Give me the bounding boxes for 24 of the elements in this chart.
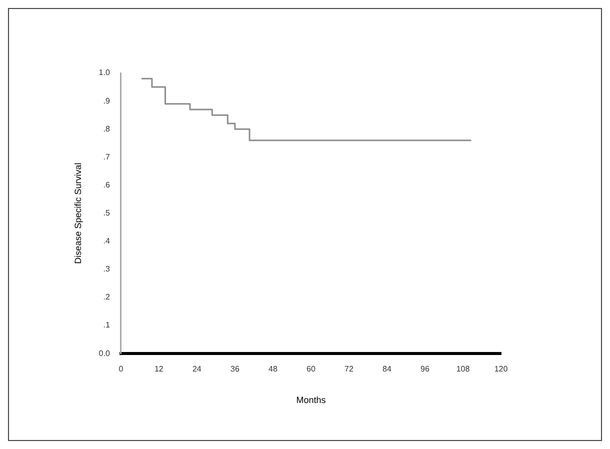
- x-axis-title: Months: [296, 395, 326, 406]
- x-tick-label: 12: [154, 364, 164, 374]
- y-tick-label: .2: [103, 292, 110, 302]
- x-tick-label: 0: [118, 364, 124, 374]
- y-tick-label: .5: [103, 208, 110, 218]
- y-tick-label: .3: [103, 264, 110, 274]
- x-tick-label: 24: [192, 364, 202, 374]
- y-tick-label: .7: [103, 152, 110, 162]
- y-tick-label: .9: [103, 96, 110, 106]
- x-tick-label: 84: [382, 364, 392, 374]
- x-tick-label: 108: [456, 364, 470, 374]
- x-tick-label: 60: [306, 364, 316, 374]
- y-tick-label: .6: [103, 180, 110, 190]
- y-tick-label: 1.0: [98, 68, 110, 78]
- x-tick-label: 48: [268, 364, 278, 374]
- x-tick-label: 72: [344, 364, 354, 374]
- y-axis-title: Disease Specific Survival: [72, 162, 83, 264]
- x-tick-label: 36: [230, 364, 240, 374]
- y-tick-label: .8: [103, 124, 110, 134]
- x-tick-label: 120: [494, 364, 508, 374]
- y-tick-label: .1: [103, 320, 110, 330]
- y-tick-label: 0.0: [98, 348, 110, 358]
- y-tick-label: .4: [103, 236, 110, 246]
- x-tick-label: 96: [420, 364, 430, 374]
